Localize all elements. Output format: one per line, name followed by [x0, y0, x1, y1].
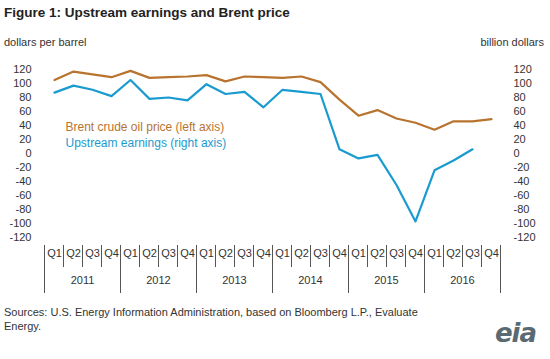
svg-text:20: 20	[19, 133, 31, 145]
svg-text:-100: -100	[514, 217, 536, 229]
svg-text:-60: -60	[16, 189, 32, 201]
svg-text:Q1: Q1	[275, 247, 290, 259]
svg-text:Q4: Q4	[256, 247, 271, 259]
svg-text:-100: -100	[9, 217, 31, 229]
svg-text:Q4: Q4	[484, 247, 499, 259]
svg-text:0: 0	[514, 147, 520, 159]
svg-text:Q1: Q1	[123, 247, 138, 259]
svg-text:60: 60	[19, 105, 31, 117]
svg-text:Q2: Q2	[66, 247, 81, 259]
svg-text:-40: -40	[514, 175, 530, 187]
html-text:dollars per barrel: dollars per barrel	[4, 36, 87, 48]
svg-text:2015: 2015	[374, 274, 398, 286]
svg-text:Q3: Q3	[389, 247, 404, 259]
svg-text:Q4: Q4	[180, 247, 195, 259]
svg-text:Q2: Q2	[370, 247, 385, 259]
svg-text:Q4: Q4	[408, 247, 423, 259]
svg-text:-60: -60	[514, 189, 530, 201]
svg-text:Upstream earnings (right axis): Upstream earnings (right axis)	[66, 136, 227, 150]
svg-text:60: 60	[514, 105, 526, 117]
svg-text:120: 120	[13, 63, 31, 75]
svg-text:Q3: Q3	[465, 247, 480, 259]
svg-text:-80: -80	[16, 203, 32, 215]
svg-text:Q1: Q1	[47, 247, 62, 259]
svg-text:20: 20	[514, 133, 526, 145]
svg-text:40: 40	[514, 119, 526, 131]
svg-text:Q4: Q4	[332, 247, 347, 259]
svg-text:100: 100	[13, 77, 31, 89]
svg-text:2013: 2013	[222, 274, 246, 286]
svg-text:40: 40	[19, 119, 31, 131]
svg-text:100: 100	[514, 77, 532, 89]
svg-text:Q2: Q2	[294, 247, 309, 259]
html-text:Sources: U.S. Energy Informati: Sources: U.S. Energy Information Adminis…	[4, 306, 418, 332]
svg-text:-20: -20	[16, 161, 32, 173]
html-text:Figure 1: Upstream earnings an: Figure 1: Upstream earnings and Brent pr…	[4, 5, 290, 20]
svg-text:Q3: Q3	[237, 247, 252, 259]
svg-text:-80: -80	[514, 203, 530, 215]
svg-text:Q2: Q2	[218, 247, 233, 259]
svg-text:Q2: Q2	[142, 247, 157, 259]
html-text:billion dollars: billion dollars	[480, 36, 544, 48]
svg-text:2016: 2016	[450, 274, 474, 286]
svg-text:Q1: Q1	[199, 247, 214, 259]
svg-text:80: 80	[19, 91, 31, 103]
svg-text:Q1: Q1	[427, 247, 442, 259]
svg-text:-120: -120	[9, 231, 31, 243]
svg-text:120: 120	[514, 63, 532, 75]
svg-text:Q1: Q1	[351, 247, 366, 259]
svg-text:80: 80	[514, 91, 526, 103]
svg-text:Q3: Q3	[85, 247, 100, 259]
svg-text:0: 0	[25, 147, 31, 159]
svg-text:Q3: Q3	[313, 247, 328, 259]
svg-text:2011: 2011	[71, 274, 95, 286]
svg-text:-120: -120	[514, 231, 536, 243]
svg-text:Q4: Q4	[104, 247, 119, 259]
html-text:eia: eia	[494, 318, 536, 348]
svg-text:2014: 2014	[298, 274, 322, 286]
svg-text:-20: -20	[514, 161, 530, 173]
svg-text:-40: -40	[16, 175, 32, 187]
svg-text:Q2: Q2	[446, 247, 461, 259]
svg-text:Q3: Q3	[161, 247, 176, 259]
svg-text:2012: 2012	[146, 274, 170, 286]
svg-text:Brent crude oil price (left ax: Brent crude oil price (left axis)	[66, 120, 225, 134]
